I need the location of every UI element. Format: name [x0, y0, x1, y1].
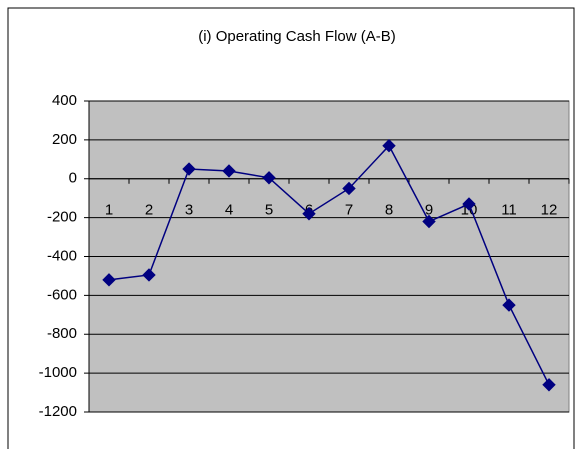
y-tick-label: 400 [52, 92, 77, 109]
x-tick-label: 7 [345, 202, 353, 219]
chart-title: (i) Operating Cash Flow (A-B) [198, 28, 396, 45]
y-tick-label: -800 [47, 325, 77, 342]
x-tick-label: 2 [145, 202, 153, 219]
data-point [342, 181, 356, 196]
data-point [382, 138, 396, 153]
data-point [222, 164, 236, 178]
x-tick-label: 5 [265, 202, 273, 219]
x-tick-label: 4 [225, 202, 233, 219]
data-point [542, 378, 556, 392]
data-point [462, 197, 476, 211]
data-point [502, 298, 516, 312]
x-tick-label: 9 [425, 202, 433, 219]
x-tick-label: 1 [105, 202, 113, 219]
y-tick-label: -200 [47, 209, 77, 226]
data-point [262, 171, 276, 185]
x-tick-label: 11 [501, 202, 517, 219]
chart-border [7, 7, 575, 449]
y-tick-label: 0 [69, 170, 77, 187]
data-point [102, 273, 116, 287]
data-point [182, 162, 196, 176]
y-tick-label: -600 [47, 286, 77, 303]
x-tick-label: 12 [541, 202, 558, 219]
data-point [142, 268, 156, 282]
y-tick-label: 200 [52, 131, 77, 148]
data-point [302, 207, 316, 221]
x-tick-label: 8 [385, 202, 393, 219]
y-tick-label: -1000 [39, 364, 77, 381]
x-tick-label: 3 [185, 202, 193, 219]
y-tick-label: -1200 [39, 403, 77, 420]
y-tick-label: -400 [47, 247, 77, 264]
series-line [108, 144, 550, 386]
data-point [422, 214, 436, 229]
